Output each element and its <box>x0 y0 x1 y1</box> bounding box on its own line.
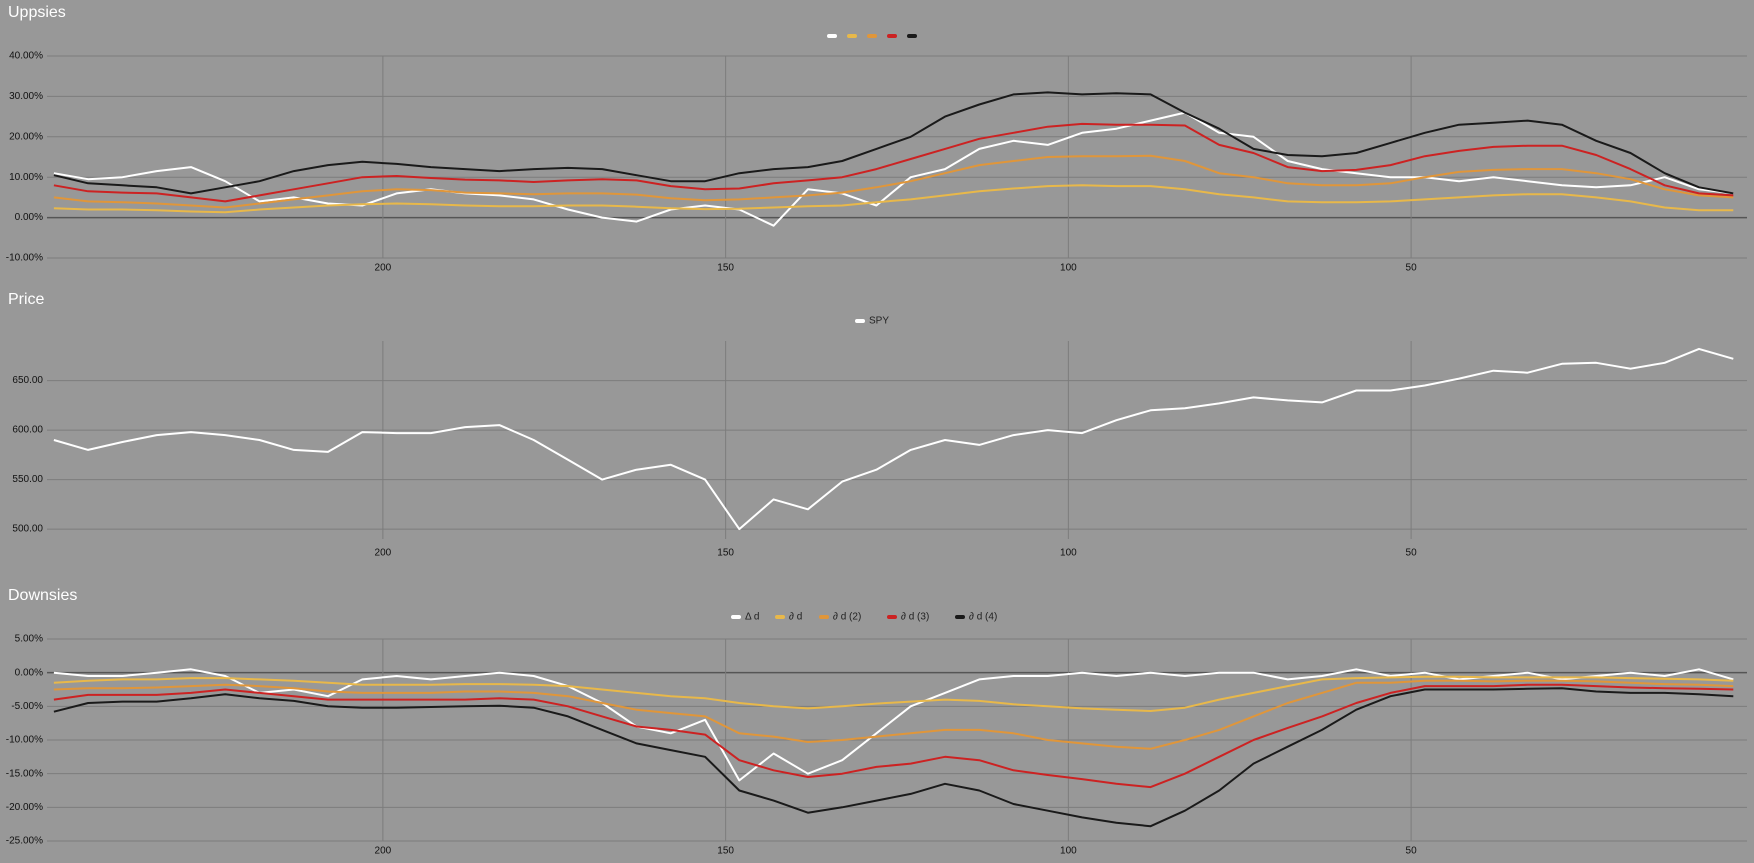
legend-swatch <box>887 34 897 38</box>
legend-swatch <box>775 615 785 619</box>
x-tick-label: 50 <box>1406 263 1418 274</box>
legend-swatch <box>819 615 829 619</box>
legend-swatch <box>955 615 965 619</box>
y-tick-label: 650.00 <box>12 375 43 386</box>
series-line <box>53 347 1734 531</box>
y-tick-label: 5.00% <box>15 634 43 645</box>
y-tick-label: -20.00% <box>6 802 43 813</box>
series-line <box>53 91 1734 195</box>
legend-swatch <box>855 319 865 323</box>
series-line <box>53 154 1734 209</box>
legend-label: ∂ d (2) <box>833 612 861 623</box>
y-tick-label: -5.00% <box>11 701 43 712</box>
y-tick-label: -15.00% <box>6 768 43 779</box>
x-tick-label: 100 <box>1060 263 1077 274</box>
legend-swatch <box>731 615 741 619</box>
series-line <box>53 687 1734 828</box>
y-tick-label: 40.00% <box>9 51 43 62</box>
panel: Downsies -25.00% -20.00% -15.00% -10.00% -5.0… <box>6 587 1747 857</box>
panel-title: Uppsies <box>8 4 66 21</box>
series-line <box>53 668 1734 782</box>
x-tick-label: 100 <box>1060 846 1077 857</box>
series-line <box>53 679 1734 750</box>
legend <box>827 34 917 38</box>
series-line <box>53 111 1734 227</box>
series-line <box>53 122 1734 203</box>
legend-label: ∂ d (4) <box>969 612 997 623</box>
y-tick-label: -10.00% <box>6 253 43 264</box>
series-line <box>53 683 1734 789</box>
legend: Δ d ∂ d ∂ d (2) ∂ d (3) ∂ d (4) <box>731 612 997 623</box>
x-tick-label: 200 <box>375 846 392 857</box>
x-tick-label: 200 <box>375 548 392 559</box>
panel: Uppsies -10.00% 0.00% 10.00% 20.00% 30.00% 40.… <box>6 4 1747 274</box>
y-tick-label: 0.00% <box>15 667 43 678</box>
x-tick-label: 200 <box>375 263 392 274</box>
series-line <box>53 675 1734 712</box>
y-tick-label: -10.00% <box>6 735 43 746</box>
legend: SPY <box>855 316 889 327</box>
x-tick-label: 100 <box>1060 548 1077 559</box>
legend-label: ∂ d <box>789 612 802 623</box>
y-tick-label: 10.00% <box>9 172 43 183</box>
legend-label: ∂ d (3) <box>901 612 929 623</box>
panel: Price 500.00 550.00 600.00 650.00 200 150 100 50… <box>8 291 1747 559</box>
legend-swatch <box>847 34 857 38</box>
legend-swatch <box>907 34 917 38</box>
y-tick-label: 600.00 <box>12 425 43 436</box>
legend-swatch <box>827 34 837 38</box>
y-tick-label: -25.00% <box>6 836 43 847</box>
x-tick-label: 150 <box>717 263 734 274</box>
y-tick-label: 0.00% <box>15 212 43 223</box>
y-tick-label: 20.00% <box>9 131 43 142</box>
x-tick-label: 50 <box>1406 548 1418 559</box>
panel-title: Price <box>8 291 45 308</box>
legend-swatch <box>887 615 897 619</box>
legend-swatch <box>867 34 877 38</box>
series-line <box>53 184 1734 214</box>
legend-label: Δ d <box>745 612 759 623</box>
y-tick-label: 30.00% <box>9 91 43 102</box>
y-tick-label: 500.00 <box>12 524 43 535</box>
x-tick-label: 150 <box>717 846 734 857</box>
y-tick-label: 550.00 <box>12 474 43 485</box>
x-tick-label: 50 <box>1406 846 1418 857</box>
x-tick-label: 150 <box>717 548 734 559</box>
legend-label: SPY <box>869 316 889 327</box>
panel-title: Downsies <box>8 587 77 604</box>
